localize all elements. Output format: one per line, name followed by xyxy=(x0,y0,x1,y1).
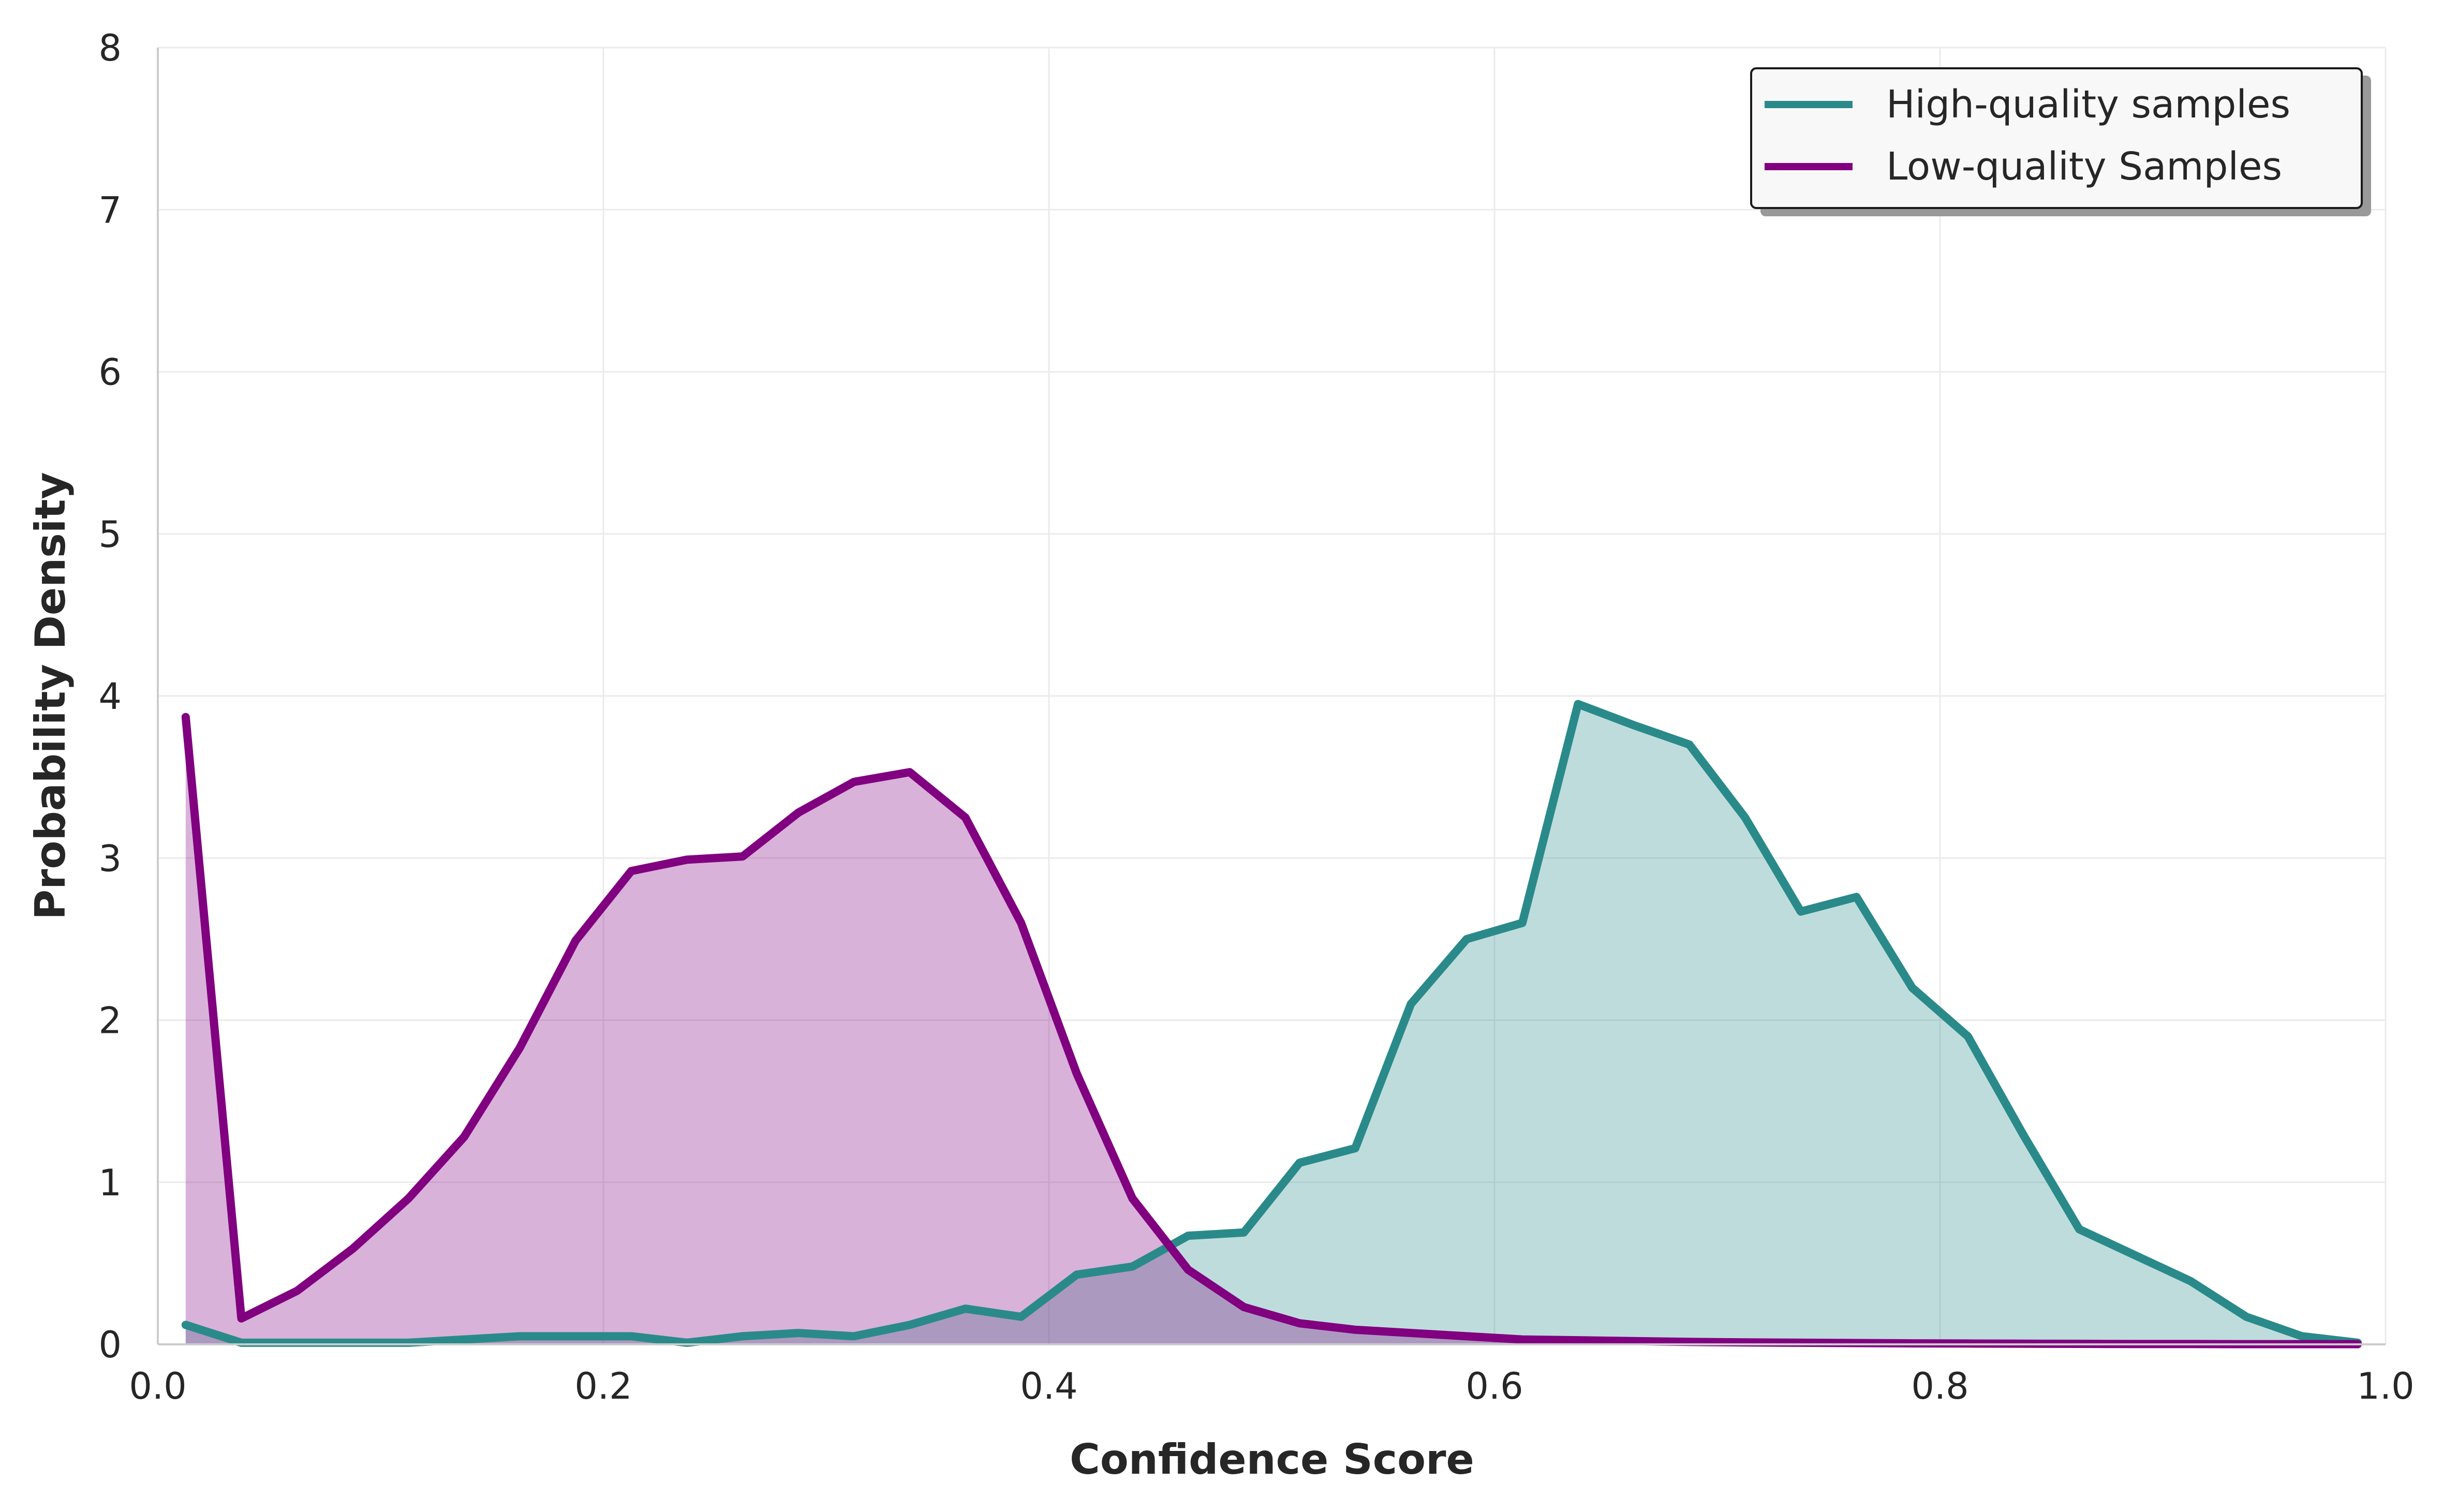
tick-labels: 0.0 0.2 0.4 0.6 0.8 1.0 0 1 2 3 4 5 6 7 8 xyxy=(98,27,2414,1407)
legend-label-high-quality: High-quality samples xyxy=(1886,82,2290,127)
y-axis-title: Probability Density xyxy=(26,472,75,920)
y-tick-label: 2 xyxy=(98,1000,122,1042)
legend: High-quality samples Low-quality Samples xyxy=(1750,67,2371,216)
area-fill-high-quality xyxy=(185,704,2358,1344)
y-tick-label: 1 xyxy=(98,1162,122,1204)
y-tick-label: 4 xyxy=(98,675,122,718)
axes xyxy=(157,48,2386,1345)
y-tick-label: 5 xyxy=(98,513,122,556)
y-tick-label: 3 xyxy=(98,837,122,880)
area-fill-low-quality xyxy=(185,717,2358,1344)
x-tick-label: 0.2 xyxy=(574,1365,632,1407)
x-tick-label: 0.4 xyxy=(1020,1365,1077,1407)
x-tick-label: 0.6 xyxy=(1465,1365,1523,1407)
y-tick-label: 7 xyxy=(98,189,122,231)
x-tick-label: 0.8 xyxy=(1911,1365,1968,1407)
x-tick-label: 0.0 xyxy=(129,1365,186,1407)
legend-box xyxy=(1750,67,2363,209)
x-axis-title: Confidence Score xyxy=(1070,1435,1474,1484)
series-line-high-quality xyxy=(181,700,2362,1347)
legend-label-low-quality: Low-quality Samples xyxy=(1886,144,2282,189)
x-tick-label: 1.0 xyxy=(2357,1365,2414,1407)
y-tick-label: 8 xyxy=(98,27,122,69)
area-fills xyxy=(185,704,2358,1344)
y-tick-label: 0 xyxy=(98,1324,122,1366)
grid xyxy=(157,47,2387,1345)
y-tick-label: 6 xyxy=(98,351,122,394)
